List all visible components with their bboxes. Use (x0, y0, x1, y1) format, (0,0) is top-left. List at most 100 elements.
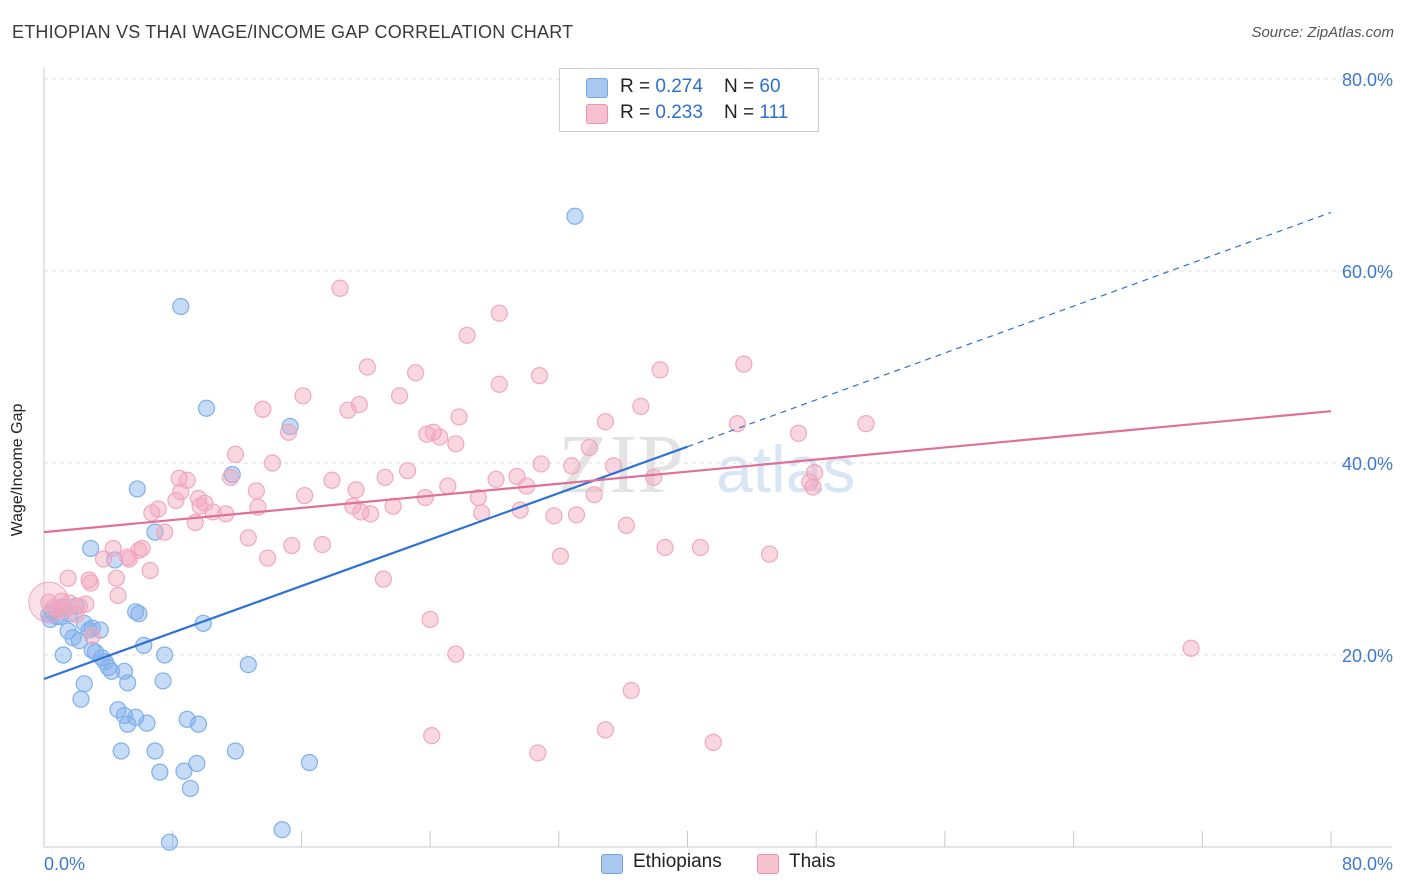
data-points (28, 207, 1200, 851)
thais-point (107, 569, 125, 587)
ethiopians-swatch (586, 78, 608, 98)
thais-point (77, 595, 95, 613)
thais-point (760, 545, 779, 563)
y-tick-label: 60.0% (1342, 262, 1393, 282)
ethiopians-point (146, 523, 164, 541)
y-axis-label: Wage/Income Gap (9, 403, 26, 537)
thais-point (567, 506, 586, 524)
thais-point (109, 586, 127, 605)
thais-point (376, 468, 394, 486)
source-label: Source: ZipAtlas.com (1251, 24, 1394, 41)
ethiopians-point (175, 762, 193, 780)
thais-point (530, 367, 549, 385)
thais-point (580, 439, 598, 457)
y-tick-label: 20.0% (1342, 646, 1393, 666)
thais-point (458, 326, 476, 344)
watermark-atlas: atlas (716, 432, 855, 506)
trend-lines (43, 211, 1332, 681)
thais-point (450, 408, 468, 426)
thais-point (313, 535, 331, 554)
ethiopians-point (300, 753, 319, 772)
thais-point (431, 428, 449, 446)
thais-point (801, 473, 819, 491)
stats-box: R = 0.274 N = 60 R = 0.233 N = 111 (559, 68, 819, 132)
ethiopians-point (54, 646, 72, 664)
n-value: 111 (759, 102, 789, 123)
ethiopians-point (223, 465, 241, 484)
thais-point (691, 538, 709, 557)
ethiopians-point (151, 763, 169, 781)
thais-point (447, 645, 465, 663)
thais-point (390, 387, 409, 405)
thais-point (143, 504, 161, 522)
thais-point (374, 570, 393, 588)
thais-point (80, 571, 98, 589)
thais-point (704, 733, 722, 751)
thais-point (294, 387, 312, 405)
tick-labels: 20.0% 40.0% 60.0% 80.0% 0.0% 80.0% (44, 70, 1393, 874)
thais-point (407, 364, 425, 382)
grid (44, 78, 1392, 656)
thais-point (59, 569, 77, 587)
ethiopians-point (127, 603, 145, 621)
ethiopians-point (197, 399, 216, 417)
thais-point (104, 539, 122, 558)
thais-point (469, 488, 487, 507)
thais-point (156, 523, 174, 541)
thais-point (545, 507, 563, 525)
ethiopians-point (82, 539, 100, 558)
r-label: R = (620, 102, 656, 123)
ethiopians-point (154, 672, 172, 690)
thais-trend-line (43, 410, 1332, 534)
thais-point (167, 491, 185, 510)
y-tick-label: 80.0% (1342, 70, 1393, 90)
thais-point (120, 550, 138, 568)
thais-point (254, 400, 272, 418)
ethiopians-point (128, 480, 146, 498)
thais-point (398, 462, 417, 480)
ethiopians-point (138, 714, 156, 732)
legend-label: Thais (789, 851, 836, 872)
ethiopians-point (189, 715, 208, 733)
thais-point (529, 744, 547, 762)
thais-legend-swatch (757, 854, 779, 874)
axes (43, 68, 1392, 848)
r-label: R = (620, 76, 656, 97)
ethiopians-point (172, 297, 190, 316)
legend: Ethiopians Thais (0, 851, 1406, 877)
thais-point (447, 435, 465, 453)
thais-point (67, 606, 85, 624)
n-label: N = (724, 102, 760, 123)
ethiopians-point (188, 754, 206, 773)
thais-point (632, 397, 650, 415)
thais-point (423, 727, 441, 745)
ethiopians-point (181, 779, 199, 798)
n-value: 60 (759, 76, 781, 97)
thais-point (331, 279, 349, 297)
ethiopians-legend-swatch (601, 854, 623, 874)
ethiopians-trend-extension (687, 211, 1332, 448)
thais-point (622, 681, 640, 700)
ethiopians-point (566, 207, 584, 225)
thais-point (347, 481, 365, 499)
thais-point (94, 550, 113, 568)
thais-point (418, 425, 436, 443)
thais-point (532, 455, 550, 473)
ethiopians-point (102, 662, 121, 680)
ethiopians-point (109, 701, 127, 719)
thais-point (83, 627, 101, 645)
thais-point (283, 536, 301, 555)
thais-point (563, 457, 581, 475)
legend-label: Ethiopians (633, 851, 722, 872)
thais-point (189, 489, 208, 508)
r-value: 0.274 (655, 76, 703, 97)
thais-point (421, 610, 439, 629)
thais-point (222, 468, 240, 486)
thais-point (82, 574, 100, 592)
thais-point (279, 423, 298, 441)
thais-point (259, 549, 277, 567)
watermark: ZIP atlas (558, 418, 855, 511)
thais-point (596, 721, 615, 739)
ethiopians-point (72, 690, 90, 708)
